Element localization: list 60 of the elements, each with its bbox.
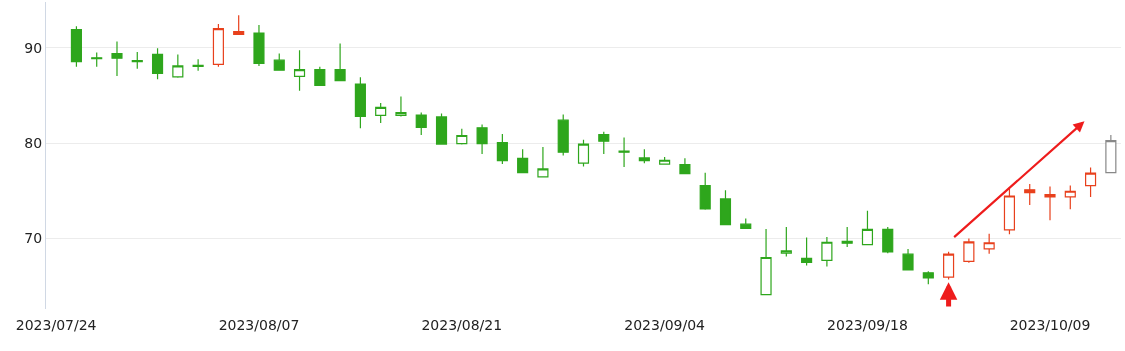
- candlestick: [659, 156, 671, 165]
- candlestick: [638, 148, 650, 164]
- candlestick: [801, 236, 813, 267]
- candlestick: [273, 52, 285, 71]
- y-tick-label: 70: [24, 230, 43, 247]
- candlestick: [577, 139, 590, 168]
- candlestick: [902, 248, 914, 271]
- candlestick: [861, 210, 874, 246]
- x-tick-label: 2023/08/21: [421, 317, 503, 333]
- x-tick-label: 2023/09/04: [624, 317, 706, 333]
- candlestick: [435, 112, 448, 145]
- candlestick: [415, 112, 427, 136]
- candlestick: [131, 51, 143, 70]
- candlestick: [780, 226, 792, 258]
- x-tick-label: 2023/10/09: [1009, 317, 1091, 333]
- candlestick: [1003, 186, 1016, 235]
- candlestick: [1044, 185, 1056, 221]
- y-tick-label: 90: [24, 39, 43, 56]
- candlestick: [841, 226, 853, 248]
- candlestick: [821, 236, 833, 268]
- candlestick: [456, 128, 468, 146]
- candlestick: [1085, 166, 1097, 198]
- x-tick-label: 2023/08/07: [218, 317, 300, 333]
- candlestick: [1105, 134, 1117, 174]
- candlestick: [70, 25, 82, 68]
- candlestick: [943, 251, 955, 281]
- candlestick: [922, 270, 934, 285]
- candlestick: [253, 24, 265, 67]
- x-tick-label: 2023/07/24: [15, 317, 97, 333]
- candlestick: [618, 136, 630, 168]
- candlestick: [719, 189, 732, 226]
- candlestick: [1064, 184, 1076, 210]
- candlestick: [293, 49, 306, 92]
- candlestick: [233, 14, 245, 36]
- candlestick: [212, 23, 224, 68]
- candlestick: [91, 51, 103, 68]
- y-tick-label: 80: [24, 135, 43, 152]
- candlestick: [679, 157, 691, 175]
- candlestick: [476, 123, 488, 155]
- candlestick: [598, 131, 610, 155]
- candlestick: [699, 172, 711, 211]
- candlestick: [963, 237, 975, 264]
- candlestick: [395, 95, 407, 118]
- candlestick: [314, 66, 326, 87]
- candlestick: [882, 226, 894, 254]
- candlestick: [557, 113, 569, 157]
- candlestick: [496, 133, 508, 165]
- candlestick: [192, 58, 204, 72]
- candlestick: [537, 146, 549, 178]
- candlestick: [172, 53, 184, 79]
- candlestick: [1024, 183, 1036, 206]
- candlestick: [983, 233, 995, 255]
- candlestick: [375, 102, 387, 124]
- candlestick: [354, 76, 366, 129]
- candlestick: [334, 42, 346, 82]
- candlestick: [151, 47, 164, 80]
- candlestick: [111, 40, 123, 77]
- candlestick: [760, 228, 772, 296]
- x-tick-label: 2023/09/18: [827, 317, 908, 333]
- candlestick: [517, 148, 529, 174]
